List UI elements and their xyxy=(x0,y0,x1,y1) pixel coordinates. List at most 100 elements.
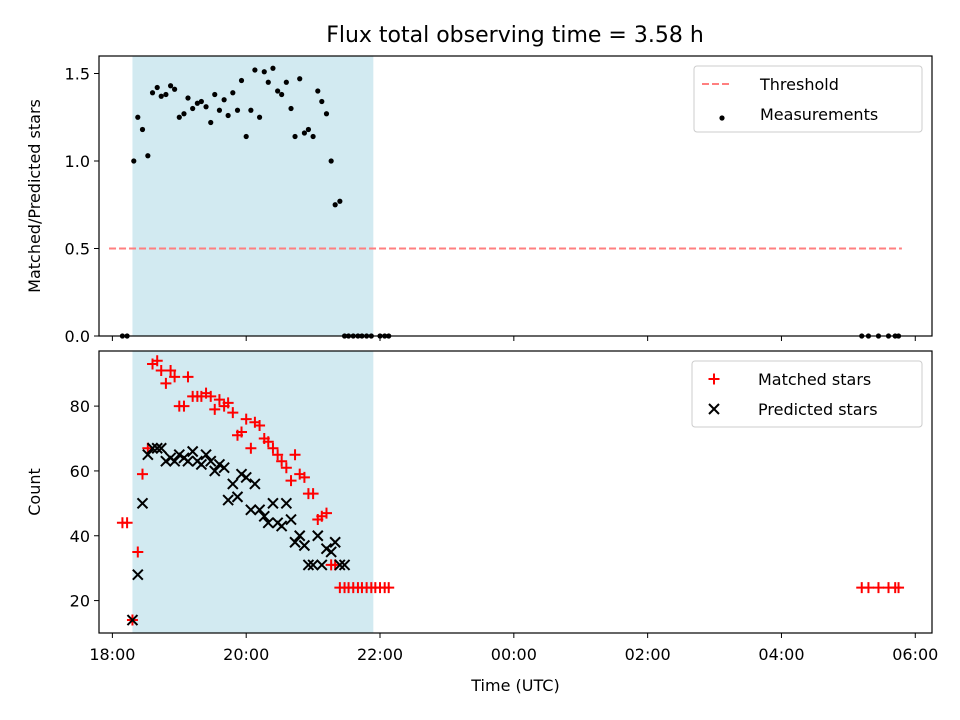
measurement-point xyxy=(292,133,298,140)
predicted-point xyxy=(218,461,230,474)
measurement-point xyxy=(238,77,245,84)
y-tick-label: 20 xyxy=(70,592,90,611)
x-tick-label: 20:00 xyxy=(223,645,269,664)
matched-point xyxy=(262,436,274,448)
legend: Matched stars Predicted stars xyxy=(691,360,923,428)
predicted-point xyxy=(245,504,257,516)
predicted-point xyxy=(209,465,221,477)
measurement-point xyxy=(275,88,281,94)
x-axis-label: Time (UTC) xyxy=(470,676,559,695)
panel-ratio: 0.0 0.5 1.0 1.5 Matched/Predicted stars Thres… xyxy=(25,55,933,346)
observing-window xyxy=(132,351,374,633)
y-tick-label: 0.5 xyxy=(65,240,90,259)
predicted-point xyxy=(200,449,212,461)
matched-point xyxy=(121,517,133,529)
predicted-point xyxy=(285,513,297,526)
predicted-point xyxy=(182,455,194,467)
predicted-point xyxy=(126,614,139,626)
x-tick-label: 02:00 xyxy=(625,645,671,664)
matched-point xyxy=(893,582,905,594)
matched-point xyxy=(254,420,266,432)
measurement-point xyxy=(221,97,227,103)
predicted-point xyxy=(334,559,346,571)
matched-point xyxy=(165,364,177,376)
measurement-point xyxy=(305,126,312,133)
measurement-point xyxy=(243,133,249,140)
y-tick-label: 1.0 xyxy=(65,152,90,171)
matched-point xyxy=(280,462,292,474)
predicted-point xyxy=(253,504,266,516)
predicted-point xyxy=(151,442,163,454)
predicted-point xyxy=(249,478,261,490)
measurement-point xyxy=(261,69,267,75)
predicted-point xyxy=(267,497,279,510)
matched-point xyxy=(213,394,225,406)
predicted-point xyxy=(312,530,324,542)
x-tick-label: 04:00 xyxy=(758,645,804,664)
measurement-point xyxy=(248,107,254,113)
y-tick-label: 40 xyxy=(70,527,90,546)
predicted-point xyxy=(222,494,234,506)
measurement-point xyxy=(145,153,151,159)
matched-point xyxy=(272,449,284,461)
measurement-point xyxy=(212,91,218,98)
measurement-point xyxy=(301,130,308,136)
predicted-point xyxy=(195,458,208,471)
matched-point xyxy=(307,488,319,500)
matched-point xyxy=(383,582,395,594)
matched-point xyxy=(182,371,194,383)
predicted-point xyxy=(298,539,311,552)
measurement-point xyxy=(332,202,338,208)
measurement-point xyxy=(135,114,141,120)
matched-point xyxy=(289,449,301,461)
predicted-point xyxy=(302,559,315,571)
matched-point xyxy=(862,582,874,594)
predicted-point xyxy=(168,455,181,467)
plot-frame xyxy=(98,350,933,634)
measurement-point xyxy=(194,100,200,106)
matched-point xyxy=(155,364,167,376)
measurement-point xyxy=(154,84,160,91)
measurement-point xyxy=(203,104,209,110)
matched-point xyxy=(205,390,217,402)
measurement-point xyxy=(181,111,187,117)
measurement-point xyxy=(315,88,321,94)
measurement-point xyxy=(256,114,263,120)
measurement-point xyxy=(288,105,294,112)
matched-point xyxy=(209,403,221,415)
measurement-point xyxy=(234,107,241,113)
y-axis-label: Matched/Predicted stars xyxy=(25,99,44,293)
predicted-point xyxy=(262,517,274,529)
chart-title: Flux total observing time = 3.58 h xyxy=(326,23,704,48)
y-tick-label: 80 xyxy=(70,397,90,416)
predicted-point xyxy=(132,568,144,581)
predicted-point xyxy=(258,510,270,523)
measurement-point xyxy=(198,98,204,105)
measurement-point xyxy=(167,83,174,89)
matched-point xyxy=(285,475,297,487)
measurement-point xyxy=(319,98,325,105)
panel-counts: 20 40 60 80 18:00 20:00 22:00 00:00 02:00 04:00 06… xyxy=(25,350,938,695)
matched-point xyxy=(222,397,234,409)
measurement-point xyxy=(172,86,178,92)
y-tick-label: 60 xyxy=(70,462,90,481)
legend-label: Matched stars xyxy=(758,370,871,389)
legend-measurement-swatch xyxy=(719,115,725,121)
plot-frame xyxy=(98,55,933,337)
legend: Threshold Measurements xyxy=(693,65,923,133)
predicted-point xyxy=(338,559,351,571)
matched-point xyxy=(132,546,144,558)
predicted-point xyxy=(294,530,306,542)
predicted-point xyxy=(142,449,154,461)
predicted-point xyxy=(289,536,301,548)
predicted-point xyxy=(155,442,167,454)
x-tick-label: 22:00 xyxy=(357,645,403,664)
measurement-point xyxy=(163,91,169,98)
matched-point xyxy=(240,413,252,425)
legend-label: Threshold xyxy=(759,75,839,94)
matched-point xyxy=(227,407,239,419)
measurement-point xyxy=(139,126,146,133)
matched-point xyxy=(245,442,257,454)
x-tick-label: 00:00 xyxy=(491,645,537,664)
